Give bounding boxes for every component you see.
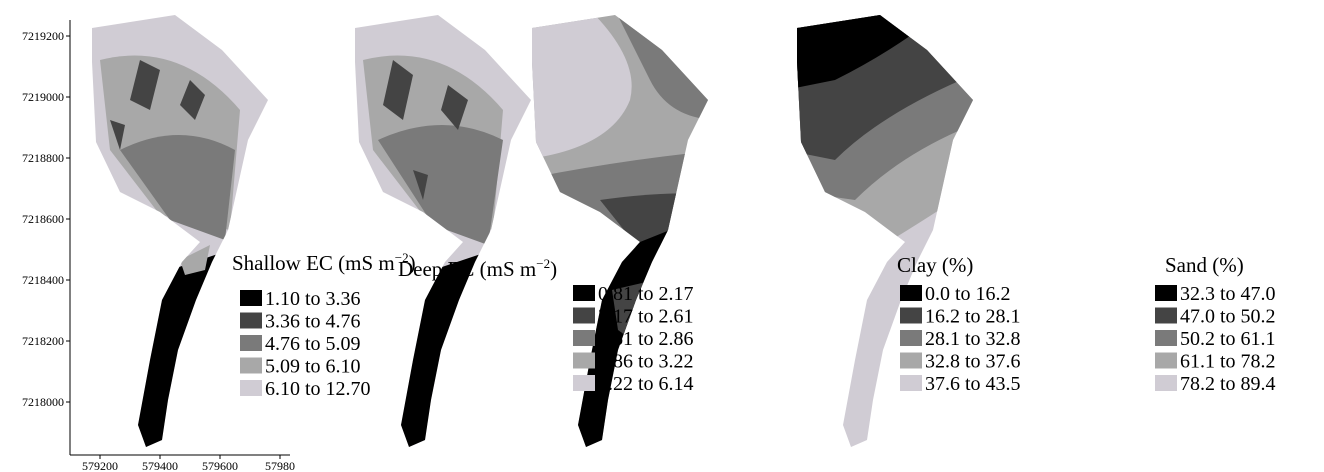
y-tick-label: 7218800	[22, 151, 64, 165]
y-tick-label: 7219200	[22, 29, 64, 43]
legend-swatch	[573, 375, 595, 391]
legend-title: Clay (%)	[897, 253, 973, 277]
map-deep-ec	[343, 10, 543, 470]
legend-swatch	[1155, 308, 1177, 324]
y-tick-label: 7218600	[22, 212, 64, 226]
legend-label: 50.2 to 61.1	[1180, 328, 1276, 350]
legend-label: 16.2 to 28.1	[925, 306, 1021, 328]
legend-swatch	[573, 308, 595, 324]
legend-swatch	[900, 375, 922, 391]
legend-label: 61.1 to 78.2	[1180, 351, 1276, 373]
legends: Shallow EC (mS m−2)1.10 to 3.363.36 to 4…	[232, 250, 1276, 400]
x-tick-label: 57980	[265, 459, 295, 472]
legend-title: Shallow EC (mS m−2)	[232, 250, 416, 275]
legend-title: Sand (%)	[1165, 253, 1244, 277]
y-tick-label: 7219000	[22, 90, 64, 104]
legend-label: 37.6 to 43.5	[925, 373, 1021, 395]
figure: 7219200 7219000 7218800 7218600 7218400 72182…	[0, 0, 1324, 472]
y-tick-label: 7218200	[22, 334, 64, 348]
legend-label: 4.76 to 5.09	[265, 333, 361, 355]
legend-swatch	[900, 308, 922, 324]
x-tick-label: 579200	[82, 459, 118, 472]
legend-label: 1.10 to 3.36	[265, 288, 361, 310]
legend-swatch	[240, 290, 262, 306]
legend-swatch	[1155, 375, 1177, 391]
y-tick-label: 7218400	[22, 273, 64, 287]
legend-swatch	[240, 358, 262, 374]
legend-swatch	[240, 313, 262, 329]
legend-swatch	[240, 380, 262, 396]
legend-label: 0.81 to 2.17	[598, 283, 694, 305]
x-tick-label: 579400	[142, 459, 178, 472]
legend-swatch	[573, 330, 595, 346]
legend-label: 47.0 to 50.2	[1180, 306, 1276, 328]
legend-swatch	[900, 330, 922, 346]
legend-label: 78.2 to 89.4	[1180, 373, 1276, 395]
title-text: Deep EC (mS m	[398, 257, 536, 281]
legend-label: 3.36 to 4.76	[265, 311, 361, 333]
legend-label: 32.8 to 37.6	[925, 351, 1021, 373]
title-end: )	[550, 257, 557, 281]
legend-label: 6.10 to 12.70	[265, 378, 371, 400]
title-text: Clay (%)	[897, 253, 973, 277]
y-tick-label: 7218000	[22, 395, 64, 409]
title-text: Sand (%)	[1165, 253, 1244, 277]
legend-label: 32.3 to 47.0	[1180, 283, 1276, 305]
page: 7219200 7219000 7218800 7218600 7218400 72182…	[0, 0, 1324, 472]
legend-swatch	[1155, 353, 1177, 369]
legend-swatch	[900, 285, 922, 301]
map-clay	[520, 10, 720, 470]
legend-swatch	[1155, 330, 1177, 346]
legend-label: 5.09 to 6.10	[265, 356, 361, 378]
legend-label: 28.1 to 32.8	[925, 328, 1021, 350]
title-text: Shallow EC (mS m	[232, 251, 395, 275]
legend-label: 0.0 to 16.2	[925, 283, 1011, 305]
legend-swatch	[573, 285, 595, 301]
map-shallow-ec	[80, 10, 280, 470]
legend-label: 2.86 to 3.22	[598, 351, 694, 373]
legend-swatch	[900, 353, 922, 369]
legend-swatch	[1155, 285, 1177, 301]
legend-swatch	[573, 353, 595, 369]
legend-label: 2.17 to 2.61	[598, 306, 694, 328]
legend-swatch	[240, 335, 262, 351]
title-superscript: −2	[536, 256, 550, 271]
legend-label: 3.22 to 6.14	[598, 373, 694, 395]
legend-title: Deep EC (mS m−2)	[398, 256, 557, 281]
x-tick-label: 579600	[202, 459, 238, 472]
legend-label: 2.61 to 2.86	[598, 328, 694, 350]
